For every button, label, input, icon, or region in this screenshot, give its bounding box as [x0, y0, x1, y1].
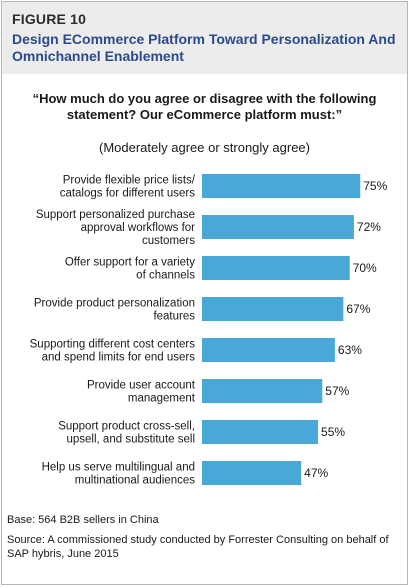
value-label-5: 57% — [325, 384, 349, 398]
value-label-6: 55% — [321, 425, 345, 439]
bar-6 — [202, 420, 319, 444]
value-label-1: 72% — [357, 220, 381, 234]
base-note: Base: 564 B2B sellers in China — [7, 514, 159, 526]
bar-2 — [202, 256, 350, 280]
survey-question: “How much do you agree or disagree with … — [32, 91, 377, 122]
bar-3 — [202, 297, 344, 321]
category-label-3: Provide product personalization features — [34, 298, 195, 323]
category-label-1: Support personalized purchase approval wo… — [36, 209, 195, 247]
source-note: Source: A commissioned study conducted b… — [7, 534, 389, 560]
bar-1 — [202, 215, 354, 239]
bar-chart: 75% Provide flexible price lists/catalogs… — [30, 174, 388, 487]
value-label-4: 63% — [338, 343, 362, 357]
value-label-2: 70% — [353, 261, 377, 275]
figure-label: FIGURE 10 — [12, 11, 87, 27]
value-label-3: 67% — [346, 302, 370, 316]
category-label-2: Offer support for a variety of channels — [65, 257, 195, 282]
figure-title: Design ECommerce Platform Toward Persona… — [12, 31, 396, 64]
bar-0 — [202, 174, 361, 198]
value-label-7: 47% — [304, 466, 328, 480]
value-label-0: 75% — [363, 179, 387, 193]
survey-question-subtext: (Moderately agree or strongly agree) — [99, 140, 310, 155]
category-label-0: Provide flexible price lists/catalogs fo… — [60, 175, 196, 200]
bar-4 — [202, 338, 335, 362]
category-label-5: Provide user account management — [87, 380, 196, 405]
bar-5 — [202, 379, 323, 403]
figure-header: FIGURE 10 Design ECommerce Platform Towa… — [2, 2, 407, 74]
category-label-4: Supporting different cost centers and spe… — [30, 339, 196, 364]
category-label-6: Support product cross-sell, upsell, and s… — [58, 421, 195, 446]
category-label-7: Help us serve multilingual and multinatio… — [42, 462, 196, 487]
bar-7 — [202, 461, 302, 485]
